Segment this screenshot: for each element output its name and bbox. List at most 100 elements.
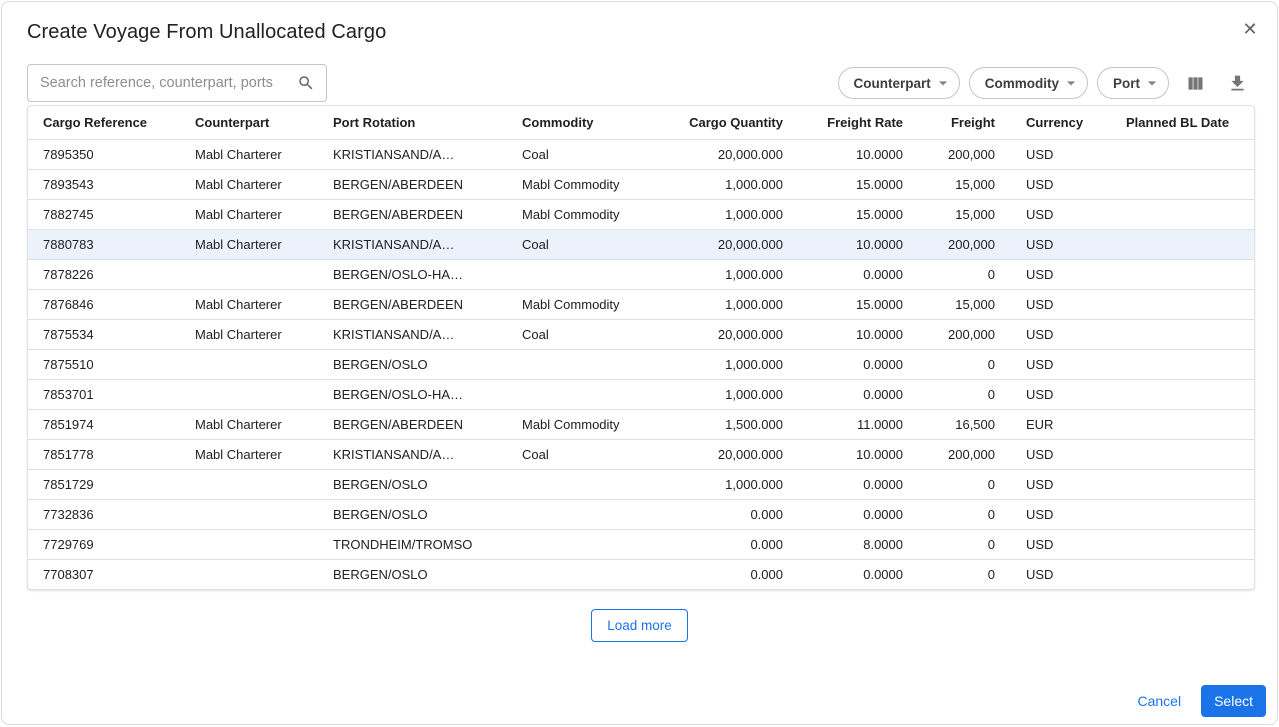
column-header-freight: Freight bbox=[919, 106, 1011, 140]
cell-planned_bl_date bbox=[1111, 199, 1254, 230]
table-row[interactable]: 7882745 Mabl Charterer BERGEN/ABERDEEN Mabl… bbox=[28, 199, 1254, 230]
cell-freight: 0 bbox=[919, 259, 1011, 290]
table-row[interactable]: 7878226 BERGEN/OSLO-HA… 1,000.000 0.0000 0 US… bbox=[28, 259, 1254, 290]
cell-commodity bbox=[507, 529, 663, 560]
filter-chip-counterpart[interactable]: Counterpart bbox=[837, 67, 960, 99]
table-row[interactable]: 7729769 TRONDHEIM/TROMSO 0.000 8.0000 0 USD bbox=[28, 529, 1254, 560]
cell-cargo_quantity: 20,000.000 bbox=[663, 139, 799, 170]
chevron-down-icon bbox=[1066, 81, 1076, 86]
cell-port_rotation: BERGEN/ABERDEEN bbox=[318, 169, 507, 200]
search-input[interactable] bbox=[27, 64, 327, 102]
table-row[interactable]: 7893543 Mabl Charterer BERGEN/ABERDEEN Mabl… bbox=[28, 169, 1254, 200]
cell-freight_rate: 10.0000 bbox=[799, 439, 919, 470]
cell-port_rotation: BERGEN/OSLO-HA… bbox=[318, 259, 507, 290]
table-row[interactable]: 7851778 Mabl Charterer KRISTIANSAND/A… Coal… bbox=[28, 439, 1254, 470]
cell-planned_bl_date bbox=[1111, 409, 1254, 440]
cell-commodity: Coal bbox=[507, 439, 663, 470]
cell-freight_rate: 15.0000 bbox=[799, 169, 919, 200]
cell-counterpart: Mabl Charterer bbox=[180, 319, 318, 350]
chevron-down-icon bbox=[1147, 81, 1157, 86]
cell-commodity: Mabl Commodity bbox=[507, 289, 663, 320]
table-row[interactable]: 7880783 Mabl Charterer KRISTIANSAND/A… Coal… bbox=[28, 229, 1254, 260]
cell-cargo_reference: 7876846 bbox=[28, 289, 180, 320]
select-button[interactable]: Select bbox=[1201, 685, 1266, 717]
table-row[interactable]: 7708307 BERGEN/OSLO 0.000 0.0000 0 USD bbox=[28, 559, 1254, 589]
cell-currency: USD bbox=[1011, 349, 1111, 380]
column-header-planned_bl_date: Planned BL Date bbox=[1111, 106, 1254, 140]
cell-counterpart bbox=[180, 559, 318, 589]
table-row[interactable]: 7851729 BERGEN/OSLO 1,000.000 0.0000 0 USD bbox=[28, 469, 1254, 500]
cell-freight: 15,000 bbox=[919, 199, 1011, 230]
cell-cargo_reference: 7851729 bbox=[28, 469, 180, 500]
cell-cargo_quantity: 1,000.000 bbox=[663, 349, 799, 380]
cell-port_rotation: BERGEN/ABERDEEN bbox=[318, 409, 507, 440]
cell-counterpart: Mabl Charterer bbox=[180, 439, 318, 470]
column-settings-button[interactable] bbox=[1179, 67, 1211, 99]
cell-cargo_quantity: 0.000 bbox=[663, 499, 799, 530]
close-button[interactable]: ✕ bbox=[1237, 16, 1263, 42]
cell-cargo_reference: 7732836 bbox=[28, 499, 180, 530]
table-row[interactable]: 7732836 BERGEN/OSLO 0.000 0.0000 0 USD bbox=[28, 499, 1254, 530]
cell-commodity bbox=[507, 469, 663, 500]
cell-currency: USD bbox=[1011, 229, 1111, 260]
table-row[interactable]: 7895350 Mabl Charterer KRISTIANSAND/A… Coal… bbox=[28, 139, 1254, 170]
cell-port_rotation: KRISTIANSAND/A… bbox=[318, 229, 507, 260]
cell-freight: 0 bbox=[987, 566, 995, 582]
cell-freight_rate: 0.0000 bbox=[799, 349, 919, 380]
cell-cargo_reference: 7893543 bbox=[28, 169, 180, 200]
cell-counterpart bbox=[180, 379, 318, 410]
cancel-button[interactable]: Cancel bbox=[1125, 685, 1193, 717]
close-icon: ✕ bbox=[1242, 19, 1258, 39]
filter-chip-commodity[interactable]: Commodity bbox=[968, 67, 1088, 99]
cell-currency: EUR bbox=[1011, 409, 1111, 440]
cell-currency: USD bbox=[1011, 169, 1111, 200]
cell-currency: USD bbox=[1011, 289, 1111, 320]
table-row[interactable]: 7875534 Mabl Charterer KRISTIANSAND/A… Coal… bbox=[28, 319, 1254, 350]
table-row[interactable]: 7876846 Mabl Charterer BERGEN/ABERDEEN Mabl… bbox=[28, 289, 1254, 320]
cell-counterpart: Mabl Charterer bbox=[180, 409, 318, 440]
cell-freight: 16,500 bbox=[919, 409, 1011, 440]
cell-cargo_quantity: 20,000.000 bbox=[663, 439, 799, 470]
cell-commodity bbox=[507, 499, 663, 530]
cell-cargo_quantity: 1,000.000 bbox=[663, 289, 799, 320]
cell-cargo_quantity: 1,000.000 bbox=[663, 199, 799, 230]
cell-counterpart bbox=[180, 469, 318, 500]
cell-cargo_reference: 7851974 bbox=[28, 409, 180, 440]
download-button[interactable] bbox=[1221, 67, 1253, 99]
table-row[interactable]: 7851974 Mabl Charterer BERGEN/ABERDEEN Mabl… bbox=[28, 409, 1254, 440]
columns-icon bbox=[1188, 76, 1202, 90]
cell-freight: 200,000 bbox=[919, 439, 1011, 470]
cell-port_rotation: BERGEN/OSLO bbox=[318, 469, 507, 500]
cell-currency: USD bbox=[1011, 439, 1111, 470]
table-row[interactable]: 7875510 BERGEN/OSLO 1,000.000 0.0000 0 USD bbox=[28, 349, 1254, 380]
cell-cargo_quantity: 20,000.000 bbox=[663, 229, 799, 260]
dialog-footer: Cancel Select bbox=[2, 685, 1277, 724]
cell-freight_rate: 15.0000 bbox=[799, 289, 919, 320]
cell-currency: USD bbox=[1011, 139, 1111, 170]
cell-commodity: Coal bbox=[507, 139, 663, 170]
cell-port_rotation: BERGEN/OSLO-HA… bbox=[318, 379, 507, 410]
cell-cargo_reference: 7851778 bbox=[28, 439, 180, 470]
cell-freight: 0 bbox=[919, 469, 1011, 500]
column-header-freight_rate: Freight Rate bbox=[799, 106, 919, 140]
cell-planned_bl_date bbox=[1111, 319, 1254, 350]
cell-freight_rate: 10.0000 bbox=[799, 139, 919, 170]
search-box bbox=[27, 64, 327, 102]
cell-port_rotation: TRONDHEIM/TROMSO bbox=[318, 529, 507, 560]
cell-counterpart: Mabl Charterer bbox=[180, 199, 318, 230]
table-row[interactable]: 7853701 BERGEN/OSLO-HA… 1,000.000 0.0000 0 US… bbox=[28, 379, 1254, 410]
cell-commodity: Mabl Commodity bbox=[507, 409, 663, 440]
cell-freight: 200,000 bbox=[919, 319, 1011, 350]
cell-commodity: Mabl Commodity bbox=[507, 199, 663, 230]
cell-cargo_reference: 7882745 bbox=[28, 199, 180, 230]
column-header-currency: Currency bbox=[1011, 106, 1111, 140]
cell-freight_rate: 15.0000 bbox=[799, 199, 919, 230]
cell-commodity: Coal bbox=[507, 319, 663, 350]
cell-counterpart: Mabl Charterer bbox=[180, 289, 318, 320]
chevron-down-icon bbox=[938, 81, 947, 86]
filter-chip-port[interactable]: Port bbox=[1097, 67, 1169, 99]
load-more-button[interactable]: Load more bbox=[591, 609, 688, 642]
cell-currency: USD bbox=[1011, 259, 1111, 290]
filter-chip-label: Commodity bbox=[984, 75, 1059, 91]
